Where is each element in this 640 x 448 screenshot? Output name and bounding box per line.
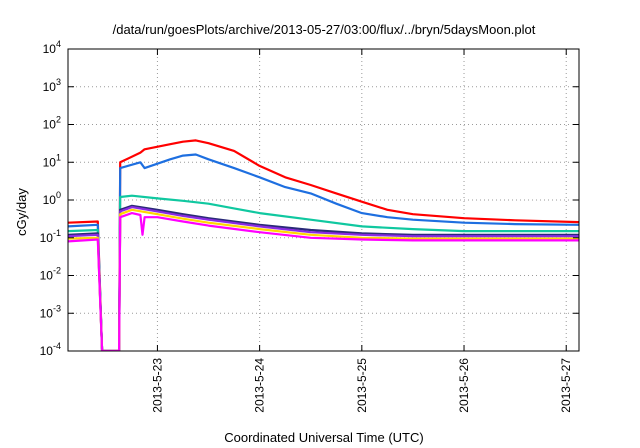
series-line-7 (68, 212, 579, 351)
grid (68, 49, 579, 351)
series-line-5 (68, 206, 579, 351)
series-line-4 (68, 204, 579, 351)
x-tick-label: 2013-5-24 (253, 358, 267, 413)
y-axis-label: cGy/day (14, 188, 29, 236)
x-tick-label: 2013-5-23 (150, 358, 164, 413)
series-line-2 (68, 153, 579, 351)
y-tick-label: 102 (43, 115, 61, 132)
y-tick-label: 104 (43, 39, 61, 56)
x-axis-label: Coordinated Universal Time (UTC) (224, 430, 423, 445)
y-tick-label: 103 (43, 77, 61, 94)
x-tick-label: 2013-5-25 (355, 358, 369, 413)
series-line-3 (68, 194, 579, 351)
series-line-6 (68, 208, 579, 351)
y-tick-label: 10-4 (40, 341, 61, 358)
series-line-1 (68, 139, 579, 351)
y-tick-label: 10-1 (40, 228, 61, 245)
y-axis: 10-4 10-3 10-2 10-1 100 101 102 103 104 (40, 39, 579, 358)
x-axis: 2013-5-23 2013-5-24 2013-5-25 2013-5-26 2013… (150, 49, 573, 413)
y-tick-label: 100 (43, 190, 61, 207)
y-tick-label: 101 (43, 152, 61, 169)
y-tick-label: 10-3 (40, 303, 61, 320)
y-tick-label: 10-2 (40, 266, 61, 283)
series-group (68, 139, 579, 351)
x-tick-label: 2013-5-26 (457, 358, 471, 413)
x-tick-label: 2013-5-27 (559, 358, 573, 413)
chart-title: /data/run/goesPlots/archive/2013-05-27/0… (113, 22, 536, 37)
